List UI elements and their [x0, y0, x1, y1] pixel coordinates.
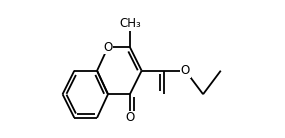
Text: CH₃: CH₃ — [119, 17, 141, 30]
Text: O: O — [125, 111, 135, 124]
Text: O: O — [181, 64, 190, 77]
Text: O: O — [103, 41, 113, 54]
